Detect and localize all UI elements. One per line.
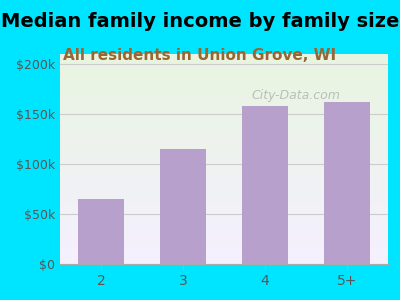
Bar: [78, 199, 124, 264]
Text: City-Data.com: City-Data.com: [252, 89, 340, 103]
Text: Median family income by family size: Median family income by family size: [1, 12, 399, 31]
Text: All residents in Union Grove, WI: All residents in Union Grove, WI: [64, 48, 336, 63]
Bar: [242, 106, 288, 264]
Bar: [160, 149, 206, 264]
Bar: [324, 102, 370, 264]
